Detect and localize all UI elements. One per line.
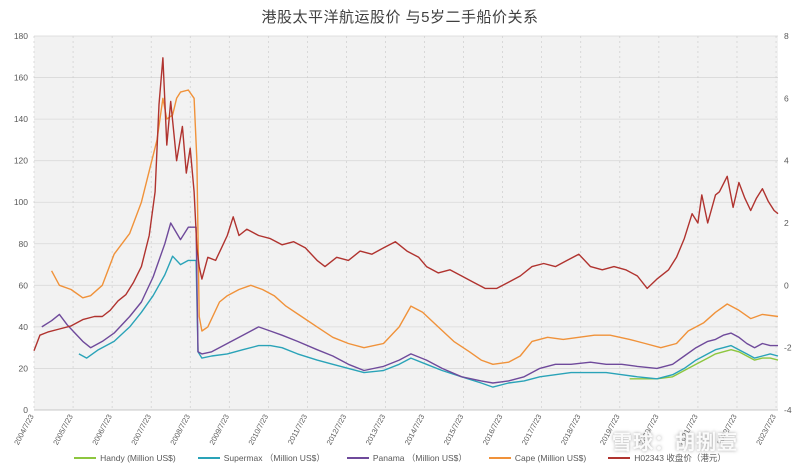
legend-label: Supermax （Million US$） [223, 453, 325, 463]
plot-area [34, 36, 778, 410]
legend-label: Cape (Million US$) [514, 453, 587, 463]
legend-item: Cape (Million US$) [488, 452, 587, 464]
right-axis-tick-label: 0 [784, 280, 789, 290]
left-axis-tick-label: 120 [14, 156, 28, 166]
legend-item: Handy (Million US$) [74, 452, 176, 464]
legend-label: Panama （Million US$） [372, 453, 467, 463]
x-axis-tick-label: 2004/7/23 [12, 413, 36, 447]
series-line-3 [41, 222, 778, 384]
watermark-text: 雪球：胡捌壹 [612, 432, 738, 454]
x-axis-tick-label: 2016/7/23 [481, 413, 505, 447]
series-line-4 [50, 89, 779, 365]
series-line-2 [78, 255, 779, 388]
legend-swatch [488, 457, 511, 459]
left-axis-tick-label: 100 [14, 197, 28, 207]
x-axis-tick-label: 2007/7/23 [129, 413, 153, 447]
chart-legend: Handy (Million US$) Supermax （Million US$… [0, 452, 800, 464]
x-axis-tick-label: 2008/7/23 [168, 413, 192, 447]
legend-swatch [346, 457, 369, 459]
left-axis-tick-label: 60 [19, 280, 29, 290]
x-axis-tick-label: 2009/7/23 [207, 413, 231, 447]
right-axis-tick-label: -4 [784, 405, 792, 415]
x-axis-tick-label: 2015/7/23 [442, 413, 466, 447]
legend-swatch [74, 457, 97, 459]
left-axis-tick-label: 40 [19, 322, 29, 332]
series-line-1 [629, 349, 779, 380]
left-axis-tick-label: 80 [19, 239, 29, 249]
legend-label: H02343 收盘价（港元） [634, 453, 726, 463]
x-axis-tick-label: 2017/7/23 [520, 413, 544, 447]
legend-label: Handy (Million US$) [100, 453, 176, 463]
x-axis-tick-label: 2010/7/23 [246, 413, 270, 447]
right-axis-tick-label: 2 [784, 218, 789, 228]
right-axis-tick-label: 6 [784, 93, 789, 103]
x-axis-tick-label: 2023/7/23 [754, 413, 778, 447]
chart-title: 港股太平洋航运股价 与5岁二手船价关系 [261, 9, 539, 26]
right-axis-tick-label: -2 [784, 343, 792, 353]
x-axis-tick-label: 2006/7/23 [90, 413, 114, 447]
left-axis-tick-label: 140 [14, 114, 28, 124]
legend-item: Panama （Million US$） [346, 452, 467, 464]
series-line-5 [33, 57, 779, 352]
legend-item: H02343 收盘价（港元） [608, 452, 726, 464]
legend-swatch [608, 457, 631, 459]
x-axis-tick-label: 2012/7/23 [325, 413, 349, 447]
legend-swatch [197, 457, 220, 459]
x-axis-tick-label: 2005/7/23 [51, 413, 75, 447]
left-axis-tick-label: 160 [14, 73, 28, 83]
x-axis-tick-label: 2014/7/23 [403, 413, 427, 447]
x-axis-tick-label: 2013/7/23 [364, 413, 388, 447]
right-axis-tick-label: 4 [784, 156, 789, 166]
x-axis-tick-label: 2011/7/23 [286, 413, 309, 446]
left-axis-tick-label: 20 [19, 363, 29, 373]
right-axis-tick-label: 8 [784, 31, 789, 41]
left-axis-tick-label: 180 [14, 31, 28, 41]
legend-item: Supermax （Million US$） [197, 452, 325, 464]
left-axis-tick-label: 0 [23, 405, 28, 415]
x-axis-tick-label: 2018/7/23 [559, 413, 583, 447]
